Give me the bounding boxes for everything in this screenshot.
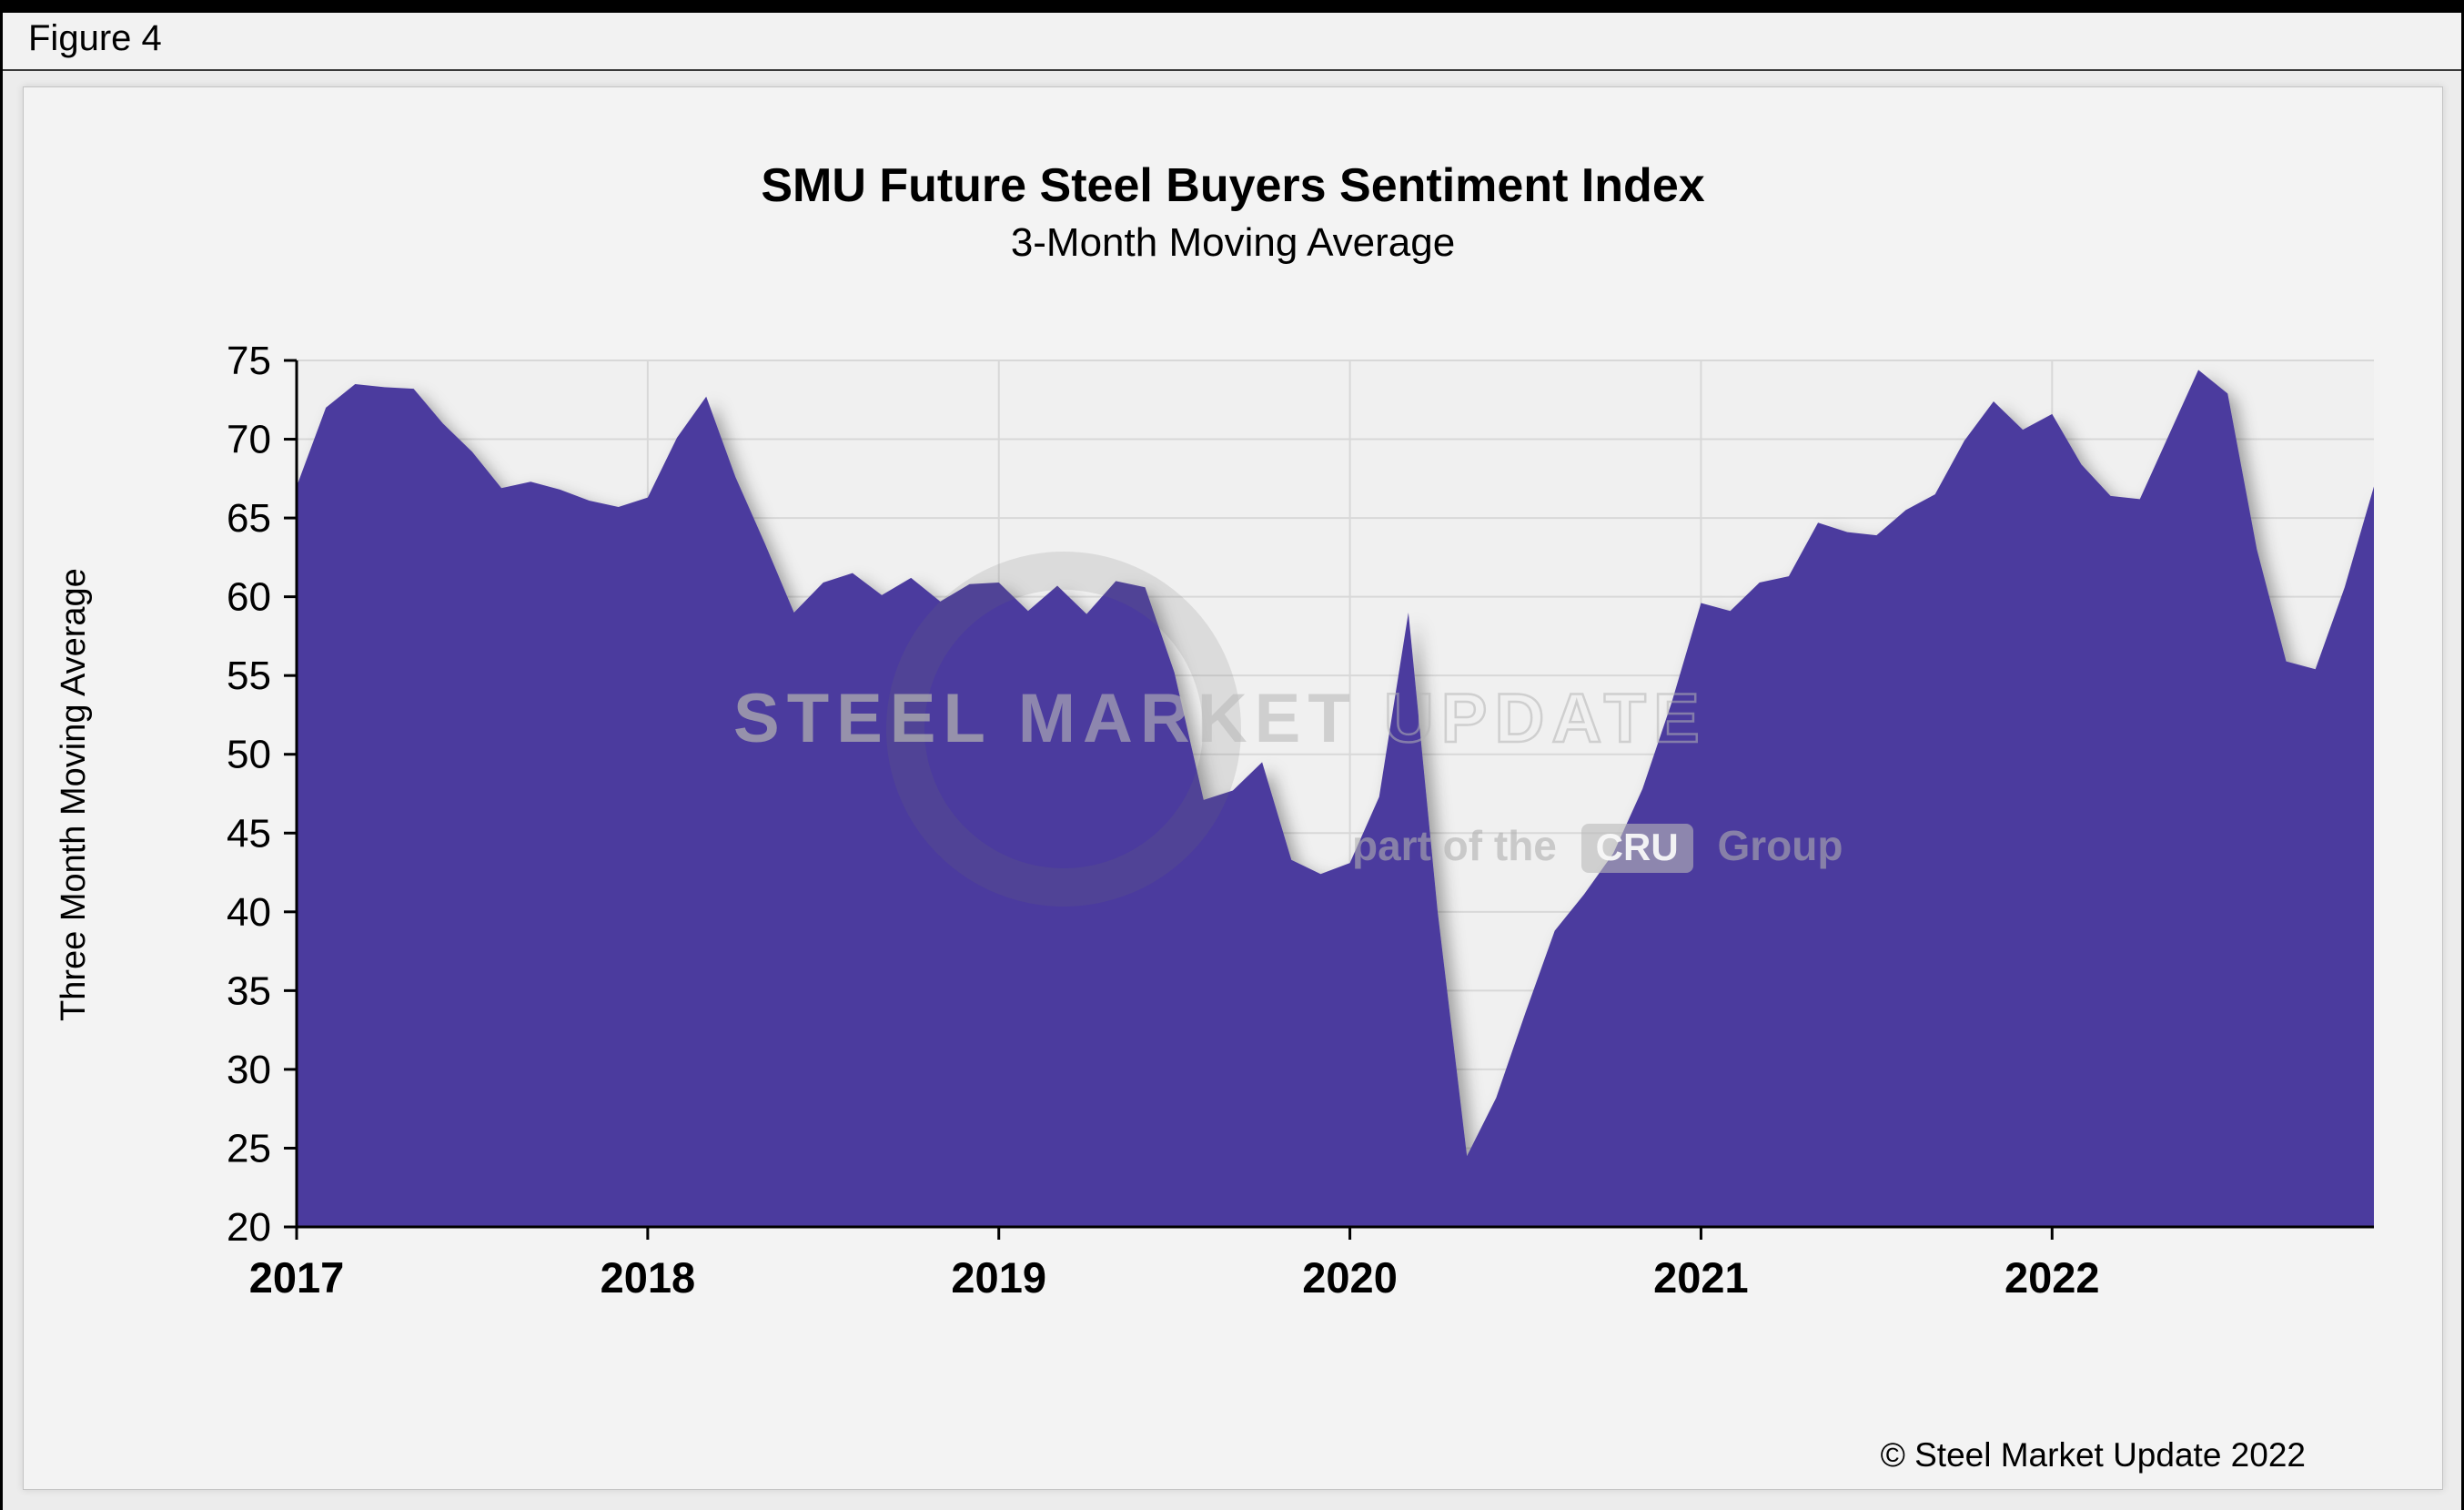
y-tick-label: 75 — [227, 340, 271, 383]
chart-title: SMU Future Steel Buyers Sentiment Index — [761, 159, 1705, 212]
y-tick-label: 70 — [227, 418, 271, 462]
y-tick-label: 20 — [227, 1205, 271, 1250]
figure-label: Figure 4 — [28, 18, 162, 58]
y-tick-label: 55 — [227, 654, 271, 698]
chart-panel: SMU Future Steel Buyers Sentiment Index … — [23, 86, 2443, 1490]
x-tick-label: 2017 — [249, 1253, 345, 1302]
x-tick-label: 2019 — [951, 1253, 1046, 1302]
y-tick-label: 50 — [227, 733, 271, 777]
sentiment-area-series — [297, 370, 2374, 1227]
y-tick-label: 35 — [227, 968, 271, 1013]
x-tick-label: 2021 — [1653, 1253, 1749, 1302]
y-tick-label: 25 — [227, 1126, 271, 1171]
figure-header: Figure 4 — [3, 13, 2461, 71]
copyright: © Steel Market Update 2022 — [1880, 1436, 2306, 1474]
sentiment-area-chart: 20 25 30 35 40 45 50 55 60 65 70 75 2017 2018 2019 2020… — [227, 340, 2374, 1302]
y-tick-label: 30 — [227, 1048, 271, 1092]
y-tick-label: 45 — [227, 811, 271, 856]
x-tick-label: 2020 — [1302, 1253, 1398, 1302]
y-tick-label: 65 — [227, 496, 271, 541]
y-axis-title: Three Month Moving Average — [55, 568, 93, 1022]
y-tick-label: 60 — [227, 575, 271, 620]
top-border — [3, 0, 2461, 13]
x-tick-label: 2018 — [601, 1253, 696, 1302]
plot-area: 20 25 30 35 40 45 50 55 60 65 70 75 2017 2018 2019 2020… — [115, 340, 2389, 1333]
y-tick-label: 40 — [227, 890, 271, 935]
x-tick-label: 2022 — [2005, 1253, 2100, 1302]
chart-subtitle: 3-Month Moving Average — [1010, 220, 1456, 265]
